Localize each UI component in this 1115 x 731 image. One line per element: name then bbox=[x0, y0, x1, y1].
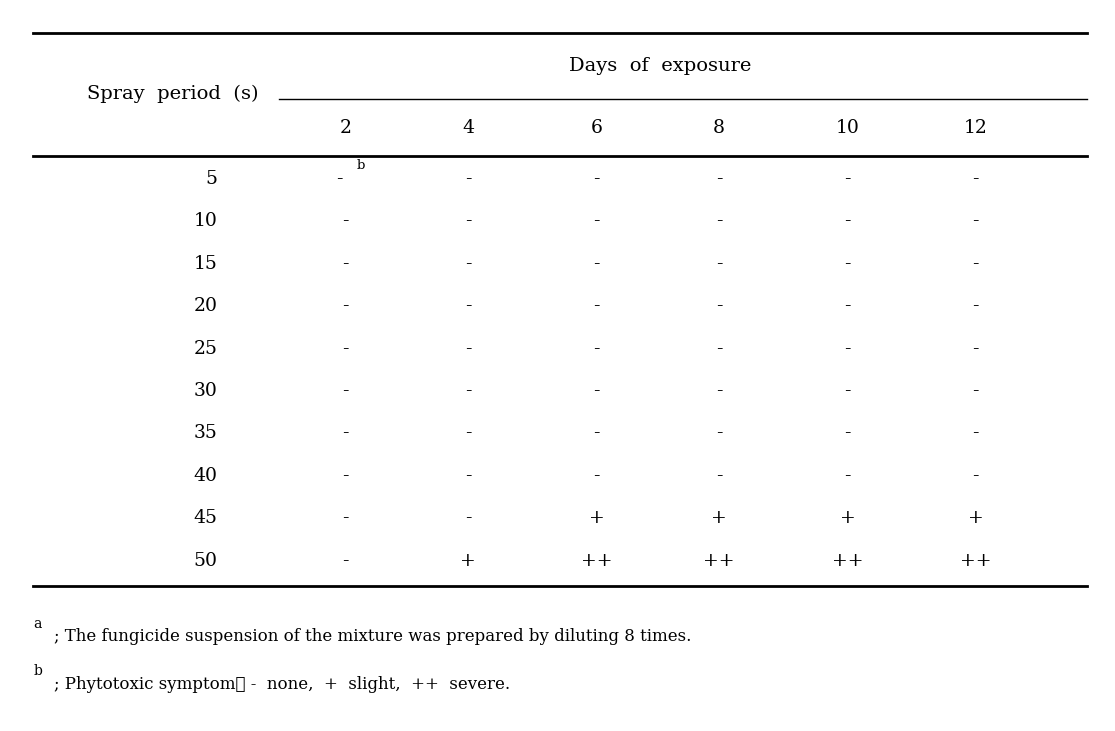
Text: 10: 10 bbox=[835, 119, 860, 137]
Text: 12: 12 bbox=[963, 119, 988, 137]
Text: -: - bbox=[844, 340, 851, 357]
Text: b: b bbox=[33, 664, 42, 678]
Text: a: a bbox=[33, 616, 42, 631]
Text: 50: 50 bbox=[193, 552, 217, 569]
Text: -: - bbox=[844, 213, 851, 230]
Text: -: - bbox=[593, 425, 600, 442]
Text: -: - bbox=[465, 170, 472, 188]
Text: 20: 20 bbox=[193, 298, 217, 315]
Text: -: - bbox=[465, 213, 472, 230]
Text: +: + bbox=[460, 552, 476, 569]
Text: +: + bbox=[968, 510, 983, 527]
Text: -: - bbox=[593, 467, 600, 485]
Text: +: + bbox=[840, 510, 855, 527]
Text: ++: ++ bbox=[704, 552, 735, 569]
Text: -: - bbox=[972, 425, 979, 442]
Text: +: + bbox=[711, 510, 727, 527]
Text: -: - bbox=[465, 255, 472, 273]
Text: 5: 5 bbox=[205, 170, 217, 188]
Text: -: - bbox=[716, 213, 723, 230]
Text: -: - bbox=[342, 255, 349, 273]
Text: -: - bbox=[465, 340, 472, 357]
Text: -: - bbox=[844, 425, 851, 442]
Text: -: - bbox=[593, 382, 600, 400]
Text: 2: 2 bbox=[340, 119, 351, 137]
Text: 40: 40 bbox=[193, 467, 217, 485]
Text: ++: ++ bbox=[832, 552, 863, 569]
Text: -: - bbox=[465, 298, 472, 315]
Text: -: - bbox=[465, 425, 472, 442]
Text: -: - bbox=[972, 213, 979, 230]
Text: -: - bbox=[716, 467, 723, 485]
Text: Days  of  exposure: Days of exposure bbox=[570, 57, 752, 75]
Text: -: - bbox=[593, 213, 600, 230]
Text: -: - bbox=[465, 510, 472, 527]
Text: 15: 15 bbox=[194, 255, 217, 273]
Text: -: - bbox=[716, 255, 723, 273]
Text: 6: 6 bbox=[591, 119, 602, 137]
Text: -: - bbox=[465, 382, 472, 400]
Text: -: - bbox=[342, 467, 349, 485]
Text: -: - bbox=[844, 298, 851, 315]
Text: -: - bbox=[844, 467, 851, 485]
Text: -: - bbox=[342, 552, 349, 569]
Text: ; Phytotoxic symptom： -  none,  +  slight,  ++  severe.: ; Phytotoxic symptom： - none, + slight, … bbox=[54, 675, 510, 693]
Text: -: - bbox=[716, 340, 723, 357]
Text: -: - bbox=[342, 425, 349, 442]
Text: 35: 35 bbox=[194, 425, 217, 442]
Text: -: - bbox=[716, 170, 723, 188]
Text: -: - bbox=[716, 298, 723, 315]
Text: -: - bbox=[342, 213, 349, 230]
Text: 45: 45 bbox=[193, 510, 217, 527]
Text: ++: ++ bbox=[960, 552, 991, 569]
Text: -: - bbox=[593, 340, 600, 357]
Text: 4: 4 bbox=[463, 119, 474, 137]
Text: -: - bbox=[972, 382, 979, 400]
Text: -: - bbox=[342, 382, 349, 400]
Text: -: - bbox=[844, 170, 851, 188]
Text: Spray  period  (s): Spray period (s) bbox=[87, 86, 259, 103]
Text: +: + bbox=[589, 510, 604, 527]
Text: -: - bbox=[716, 425, 723, 442]
Text: 25: 25 bbox=[193, 340, 217, 357]
Text: ; The fungicide suspension of the mixture was prepared by diluting 8 times.: ; The fungicide suspension of the mixtur… bbox=[54, 628, 691, 645]
Text: -: - bbox=[593, 170, 600, 188]
Text: -: - bbox=[972, 467, 979, 485]
Text: -: - bbox=[972, 170, 979, 188]
Text: -: - bbox=[972, 255, 979, 273]
Text: b: b bbox=[357, 159, 366, 173]
Text: -: - bbox=[342, 298, 349, 315]
Text: -: - bbox=[593, 255, 600, 273]
Text: -: - bbox=[844, 382, 851, 400]
Text: -: - bbox=[972, 298, 979, 315]
Text: -: - bbox=[972, 340, 979, 357]
Text: -: - bbox=[342, 340, 349, 357]
Text: ++: ++ bbox=[581, 552, 612, 569]
Text: -: - bbox=[465, 467, 472, 485]
Text: 10: 10 bbox=[194, 213, 217, 230]
Text: -: - bbox=[716, 382, 723, 400]
Text: 30: 30 bbox=[194, 382, 217, 400]
Text: -: - bbox=[336, 170, 342, 188]
Text: -: - bbox=[593, 298, 600, 315]
Text: -: - bbox=[342, 510, 349, 527]
Text: 8: 8 bbox=[714, 119, 725, 137]
Text: -: - bbox=[844, 255, 851, 273]
